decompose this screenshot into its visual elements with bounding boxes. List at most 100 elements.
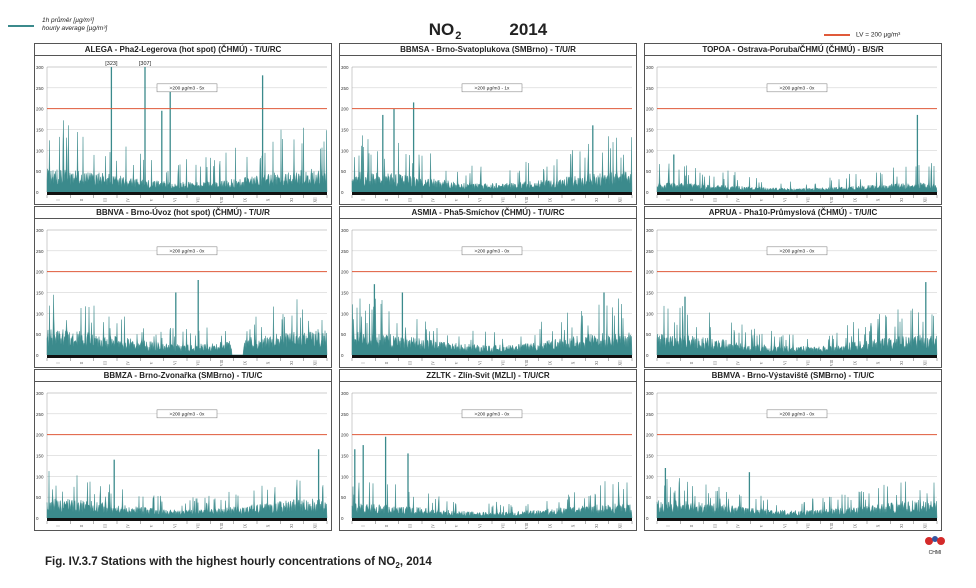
- x-tick-label: V: [760, 361, 764, 364]
- x-tick-label: III: [408, 360, 412, 365]
- exceedance-box: [156, 83, 218, 93]
- x-tick-label: IV: [432, 361, 436, 365]
- x-tick-label: III: [103, 360, 107, 365]
- x-tick-label: VIII: [220, 522, 224, 529]
- legend-label-cz: 1h průměr [µg/m³]: [42, 17, 94, 24]
- chart-title: APRUA - Pha10-Průmyslová (ČHMÚ) - T/U/IC: [645, 207, 941, 219]
- legend-swatch-limit: [824, 33, 850, 36]
- y-tick-label: 300: [36, 391, 44, 396]
- y-tick-label: 100: [341, 148, 349, 153]
- x-tick-label: V: [150, 524, 154, 527]
- chart-title: ALEGA - Pha2-Legerova (hot spot) (ČHMÚ) …: [35, 44, 331, 56]
- x-tick-label: VII: [807, 360, 811, 366]
- x-tick-label: XI: [900, 197, 904, 202]
- x-tick-label: IX: [243, 361, 247, 365]
- chmi-logo-label: CHMI: [928, 550, 942, 556]
- chart-panel-zzltk: ZZLTK - Zlín-Svit (MZLI) - T/U/CR 0 50 100 1…: [339, 369, 637, 531]
- x-tick-label: III: [713, 197, 717, 202]
- exceedance-label: >200 µg/m3 - 0x: [780, 248, 815, 254]
- x-axis-bar: [352, 518, 632, 521]
- x-tick-label: V: [455, 361, 459, 364]
- y-tick-label: 150: [646, 454, 654, 459]
- title-year: 2014: [509, 20, 548, 39]
- x-tick-label: XI: [900, 360, 904, 365]
- exceedance-box: [156, 246, 218, 256]
- spike-annotation: [323]: [105, 61, 118, 67]
- x-tick-label: VII: [807, 523, 811, 529]
- y-tick-label: 200: [646, 433, 654, 438]
- x-tick-label: V: [150, 361, 154, 364]
- figure-caption: Fig. IV.3.7 Stations with the highest ho…: [45, 556, 432, 570]
- exceedance-label: >200 µg/m3 - 0x: [475, 411, 510, 417]
- x-tick-label: I: [362, 199, 366, 201]
- x-tick-label: IV: [127, 361, 131, 365]
- x-tick-label: VI: [478, 197, 482, 202]
- chart-title: ZZLTK - Zlín-Svit (MZLI) - T/U/CR: [340, 370, 636, 382]
- chart-title: TOPOA - Ostrava-Poruba/ČHMÚ (ČHMÚ) - B/S…: [645, 44, 941, 56]
- y-tick-label: 200: [341, 270, 349, 275]
- y-tick-label: 0: [341, 190, 344, 195]
- y-tick-label: 100: [646, 311, 654, 316]
- x-tick-label: XII: [923, 197, 927, 203]
- x-tick-label: VII: [502, 197, 506, 203]
- y-tick-label: 250: [36, 412, 44, 417]
- x-tick-label: III: [103, 523, 107, 528]
- caption-subscript: 2: [395, 561, 400, 570]
- x-axis-bar: [47, 355, 327, 358]
- y-tick-label: 150: [341, 291, 349, 296]
- y-tick-label: 0: [341, 516, 344, 521]
- y-tick-label: 0: [36, 190, 39, 195]
- exceedance-label: >200 µg/m3 - 1x: [475, 85, 510, 91]
- exceedance-label: >200 µg/m3 - 0x: [170, 248, 205, 254]
- x-tick-label: IV: [737, 361, 741, 365]
- x-tick-label: I: [667, 362, 671, 364]
- x-tick-label: VIII: [830, 522, 834, 529]
- title-subscript: 2: [455, 30, 462, 42]
- y-tick-label: 250: [646, 86, 654, 91]
- y-tick-label: 50: [646, 495, 652, 500]
- x-tick-label: IX: [243, 524, 247, 528]
- x-tick-label: XI: [290, 523, 294, 528]
- x-tick-label: XI: [290, 197, 294, 202]
- y-tick-label: 100: [36, 311, 44, 316]
- chart-panel-bbmza: BBMZA - Brno-Zvonařka (SMBrno) - T/U/C 0 5…: [34, 369, 332, 531]
- chmi-logo: CHMI: [922, 534, 948, 560]
- y-tick-label: 200: [341, 107, 349, 112]
- y-tick-label: 200: [646, 107, 654, 112]
- y-tick-label: 300: [646, 391, 654, 396]
- x-tick-label: III: [713, 523, 717, 528]
- x-tick-label: XI: [290, 360, 294, 365]
- y-tick-label: 300: [341, 65, 349, 70]
- x-tick-label: II: [80, 198, 84, 201]
- x-tick-label: VII: [502, 523, 506, 529]
- legend-limit-label: LV = 200 µg/m³: [856, 31, 901, 39]
- x-tick-label: VII: [502, 360, 506, 366]
- chart-panel-aprua: APRUA - Pha10-Průmyslová (ČHMÚ) - T/U/IC…: [644, 206, 942, 368]
- y-tick-label: 50: [36, 332, 42, 337]
- y-tick-label: 200: [646, 270, 654, 275]
- y-tick-label: 150: [36, 128, 44, 133]
- x-tick-label: XII: [313, 197, 317, 203]
- x-tick-label: VIII: [525, 196, 529, 203]
- x-tick-label: XI: [900, 523, 904, 528]
- y-tick-label: 300: [36, 65, 44, 70]
- x-tick-label: IV: [127, 198, 131, 202]
- exceedance-label: >200 µg/m3 - 5x: [170, 85, 205, 91]
- exceedance-label: >200 µg/m3 - 0x: [475, 248, 510, 254]
- x-tick-label: XII: [618, 523, 622, 529]
- y-tick-label: 150: [341, 128, 349, 133]
- x-tick-label: I: [362, 525, 366, 527]
- chart-plot: 0 50 100 150 200 250 300 >200 µg/m3 - 5x [323] [3…: [36, 61, 328, 203]
- x-tick-label: X: [572, 524, 576, 527]
- chart-title: BBNVA - Brno-Úvoz (hot spot) (ČHMÚ) - T/…: [35, 207, 331, 219]
- x-tick-label: VI: [173, 197, 177, 202]
- x-axis-bar: [657, 355, 937, 358]
- x-tick-label: XII: [313, 523, 317, 529]
- chart-title: BBMVA - Brno-Výstaviště (SMBrno) - T/U/C: [645, 370, 941, 382]
- y-tick-label: 0: [646, 516, 649, 521]
- chart-panel-topoa: TOPOA - Ostrava-Poruba/ČHMÚ (ČHMÚ) - B/S…: [644, 43, 942, 205]
